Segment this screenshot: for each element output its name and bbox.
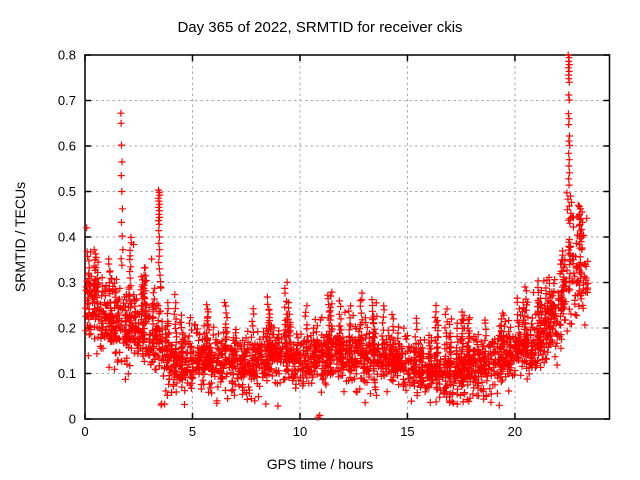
svg-text:0.7: 0.7 (58, 93, 76, 108)
scatter-points (82, 51, 592, 421)
svg-text:20: 20 (508, 424, 522, 439)
svg-text:15: 15 (400, 424, 414, 439)
svg-text:0.6: 0.6 (58, 139, 76, 154)
svg-text:0.5: 0.5 (58, 184, 76, 199)
x-axis-label: GPS time / hours (266, 456, 374, 472)
svg-text:10: 10 (293, 424, 307, 439)
svg-text:5: 5 (189, 424, 196, 439)
svg-text:0.2: 0.2 (58, 321, 76, 336)
x-tick-labels: 0 5 10 15 20 (81, 424, 522, 439)
y-tick-labels: 0 0.1 0.2 0.3 0.4 0.5 0.6 0.7 0.8 (58, 48, 76, 427)
svg-text:0.1: 0.1 (58, 366, 76, 381)
svg-text:0: 0 (69, 412, 76, 427)
svg-text:0: 0 (81, 424, 88, 439)
svg-text:0.8: 0.8 (58, 48, 76, 63)
svg-text:0.4: 0.4 (58, 230, 76, 245)
svg-text:0.3: 0.3 (58, 275, 76, 290)
tick-marks (84, 54, 610, 420)
chart-title: Day 365 of 2022, SRMTID for receiver cki… (177, 19, 463, 36)
